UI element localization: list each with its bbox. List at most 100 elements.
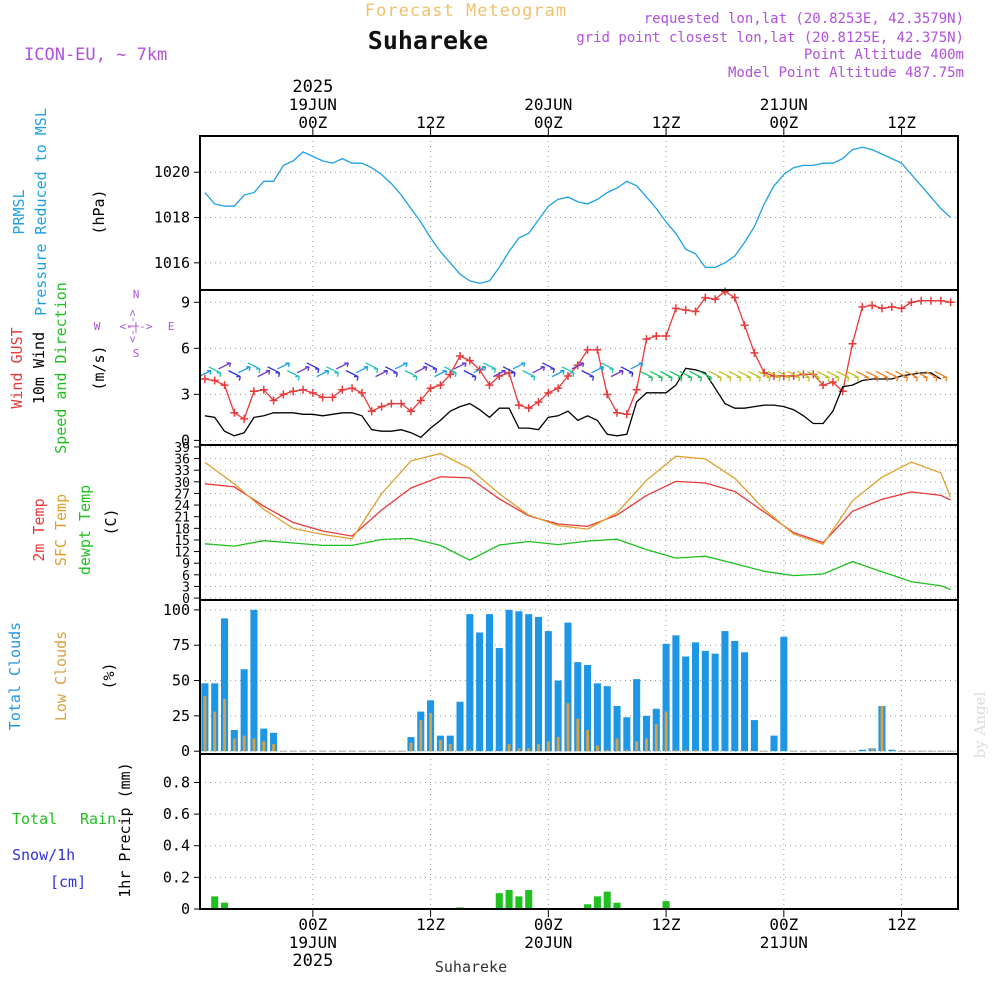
- total-cloud-bar: [525, 614, 533, 752]
- wind-direction-arrow: [345, 370, 359, 381]
- wind-direction-arrow: [728, 370, 742, 382]
- temperature-ytick-label: 18: [174, 522, 190, 537]
- total-cloud-bar: [623, 717, 631, 752]
- low-cloud-bar: [252, 738, 256, 752]
- low-cloud-bar: [664, 711, 668, 752]
- clouds-ytick-label: 100: [163, 601, 190, 619]
- gust-marker: [299, 385, 308, 394]
- gust-marker: [750, 348, 759, 357]
- wind-direction-arrow: [689, 370, 703, 382]
- gust-marker: [328, 393, 337, 402]
- gust-marker: [927, 296, 936, 305]
- gust-marker: [240, 414, 249, 423]
- clouds-ylabel: (%): [100, 662, 118, 689]
- wind-direction-arrow: [718, 370, 732, 382]
- pressure-ytick-label: 1020: [154, 163, 190, 181]
- wind-ylabel: (m/s): [90, 345, 108, 390]
- precip-ytick-label: 0: [181, 900, 190, 918]
- wind-direction-arrow: [757, 370, 771, 382]
- temp2m-label: 2m Temp: [30, 498, 48, 561]
- wind-direction-arrow: [649, 370, 663, 382]
- compass-horizontal: <-|->: [119, 320, 152, 333]
- total-cloud-bar: [260, 728, 268, 752]
- total-cloud-bar: [485, 614, 493, 752]
- low-cloud-bar: [615, 738, 619, 752]
- rain-bar: [584, 904, 592, 909]
- temperature-ytick-label: 15: [174, 534, 190, 549]
- gust-marker: [348, 384, 357, 393]
- total-cloud-bar: [731, 640, 739, 752]
- gust-marker: [711, 295, 720, 304]
- total-cloud-bar: [250, 609, 258, 752]
- gust-marker: [406, 407, 415, 416]
- gust-marker: [426, 384, 435, 393]
- top-date-label: 21JUN: [760, 95, 808, 114]
- gust-marker: [377, 402, 386, 411]
- wind-direction-arrow: [777, 370, 791, 382]
- low-cloud-bar: [223, 698, 226, 752]
- rain-bar: [211, 896, 219, 909]
- gust-marker: [514, 401, 523, 410]
- gust-marker: [456, 351, 465, 360]
- gust-marker: [897, 304, 906, 313]
- gust-marker: [936, 296, 945, 305]
- wind-dir-label: Speed and Direction: [52, 282, 70, 454]
- wind-direction-arrow: [434, 369, 448, 378]
- low-cloud-bar: [409, 742, 413, 752]
- total-cloud-bar: [476, 632, 484, 752]
- wind-direction-arrow: [483, 362, 497, 374]
- precip-panel: 0 0.2 0.4 0.6 0.8: [163, 753, 959, 918]
- low-cloud-bar: [537, 744, 540, 752]
- low-cloud-bar: [517, 748, 521, 752]
- wind-direction-arrow: [816, 370, 830, 382]
- total-cloud-bar: [701, 650, 709, 752]
- temperature-ytick-label: 21: [174, 511, 190, 526]
- total-clouds-label: Total Clouds: [6, 622, 24, 730]
- wind-panel: 0 3 6 9: [181, 287, 959, 449]
- bottom-date-label: 20JUN: [524, 933, 572, 952]
- wind-direction-arrow: [218, 362, 232, 370]
- wind-direction-arrow: [581, 370, 595, 381]
- gust-marker: [887, 302, 896, 311]
- precip-snow-label: Snow/1h: [12, 846, 75, 864]
- wind-ytick-label: 0: [181, 431, 190, 449]
- total-cloud-bar: [574, 662, 582, 752]
- gust-marker: [868, 301, 877, 310]
- low-cloud-bar: [242, 735, 246, 752]
- wind-direction-arrow: [277, 362, 291, 370]
- precip-unit-label: [cm]: [50, 873, 86, 891]
- total-cloud-bar: [672, 635, 680, 752]
- top-time-label: 12Z: [652, 113, 681, 132]
- gust-marker: [730, 293, 739, 302]
- pressure-ylabel: (hPa): [90, 189, 108, 234]
- wind-direction-arrow: [669, 370, 683, 382]
- wind-direction-arrow: [826, 370, 840, 382]
- wind-direction-arrow: [208, 366, 222, 377]
- top-time-label: 12Z: [887, 113, 916, 132]
- precip-ytick-label: 0.4: [163, 837, 190, 855]
- rain-bar: [515, 896, 523, 909]
- wind-direction-arrow: [699, 370, 712, 382]
- low-cloud-bar: [654, 724, 658, 752]
- gust-marker: [848, 339, 857, 348]
- gust-marker: [642, 335, 651, 344]
- wind-direction-arrow: [708, 370, 722, 382]
- total-cloud-bar: [642, 715, 650, 752]
- low-cloud-bar: [645, 738, 648, 752]
- total-cloud-bar: [780, 636, 788, 752]
- gust-marker: [289, 387, 298, 396]
- wind-direction-arrow: [797, 370, 811, 382]
- gust-marker: [632, 385, 641, 394]
- low-cloud-bar: [556, 737, 560, 752]
- gust-marker: [249, 387, 258, 396]
- gust-marker: [858, 302, 867, 311]
- gridpoint-coords: grid point closest lon,lat (20.8125E, 42…: [576, 30, 964, 46]
- wind-direction-arrow: [806, 370, 820, 382]
- gust-marker: [622, 410, 631, 419]
- temperature-ytick-label: 36: [174, 453, 190, 468]
- gust-marker: [544, 388, 553, 397]
- wind-direction-arrow: [865, 370, 879, 382]
- bottom-time-label: 12Z: [416, 915, 445, 934]
- low-cloud-bar: [586, 729, 589, 752]
